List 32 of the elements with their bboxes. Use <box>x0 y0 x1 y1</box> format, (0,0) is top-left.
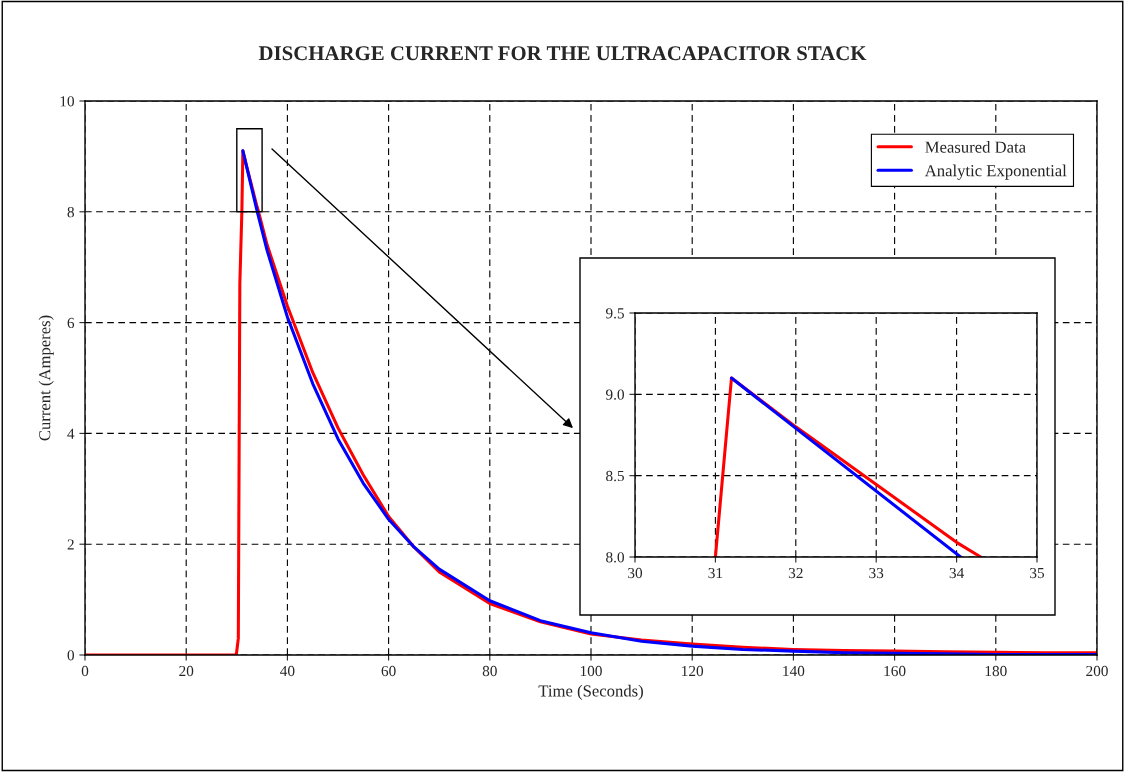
x-tick-label: 31 <box>708 567 723 579</box>
legend-label: Measured Data <box>925 141 1026 153</box>
x-tick-label: 120 <box>682 665 704 677</box>
x-tick-label: 30 <box>628 567 643 579</box>
x-tick-label: 0 <box>81 665 89 677</box>
x-axis-title: Time (Seconds) <box>538 684 643 700</box>
legend-label: Analytic Exponential <box>924 164 1067 180</box>
x-tick-label: 40 <box>280 665 295 677</box>
x-tick-label: 80 <box>482 665 497 677</box>
y-tick-label: 4 <box>67 428 75 439</box>
chart-title: DISCHARGE CURRENT FOR THE ULTRACAPACITOR STACK <box>258 46 867 61</box>
y-tick-label: 10 <box>60 96 74 107</box>
y-tick-label: 8.5 <box>606 470 624 482</box>
y-tick-label: 0 <box>67 650 74 661</box>
y-tick-label: 9.5 <box>605 308 624 319</box>
y-tick-label: 2 <box>67 539 74 550</box>
x-tick-label: 35 <box>1030 567 1045 579</box>
x-tick-label: 160 <box>884 665 906 677</box>
x-tick-label: 140 <box>783 665 805 677</box>
x-tick-label: 60 <box>381 665 396 677</box>
x-tick-label: 20 <box>179 665 194 677</box>
x-tick-label: 32 <box>788 567 803 579</box>
y-axis-title: Current (Amperes) <box>38 315 54 441</box>
x-tick-label: 34 <box>949 567 964 579</box>
x-tick-label: 33 <box>869 567 884 579</box>
y-tick-label: 9.0 <box>605 389 624 400</box>
y-tick-label: 6 <box>67 317 75 329</box>
x-tick-label: 100 <box>580 665 602 677</box>
y-tick-label: 8 <box>67 206 74 218</box>
y-tick-label: 8.0 <box>606 552 624 563</box>
x-tick-label: 180 <box>985 665 1007 677</box>
x-tick-label: 200 <box>1086 665 1108 677</box>
